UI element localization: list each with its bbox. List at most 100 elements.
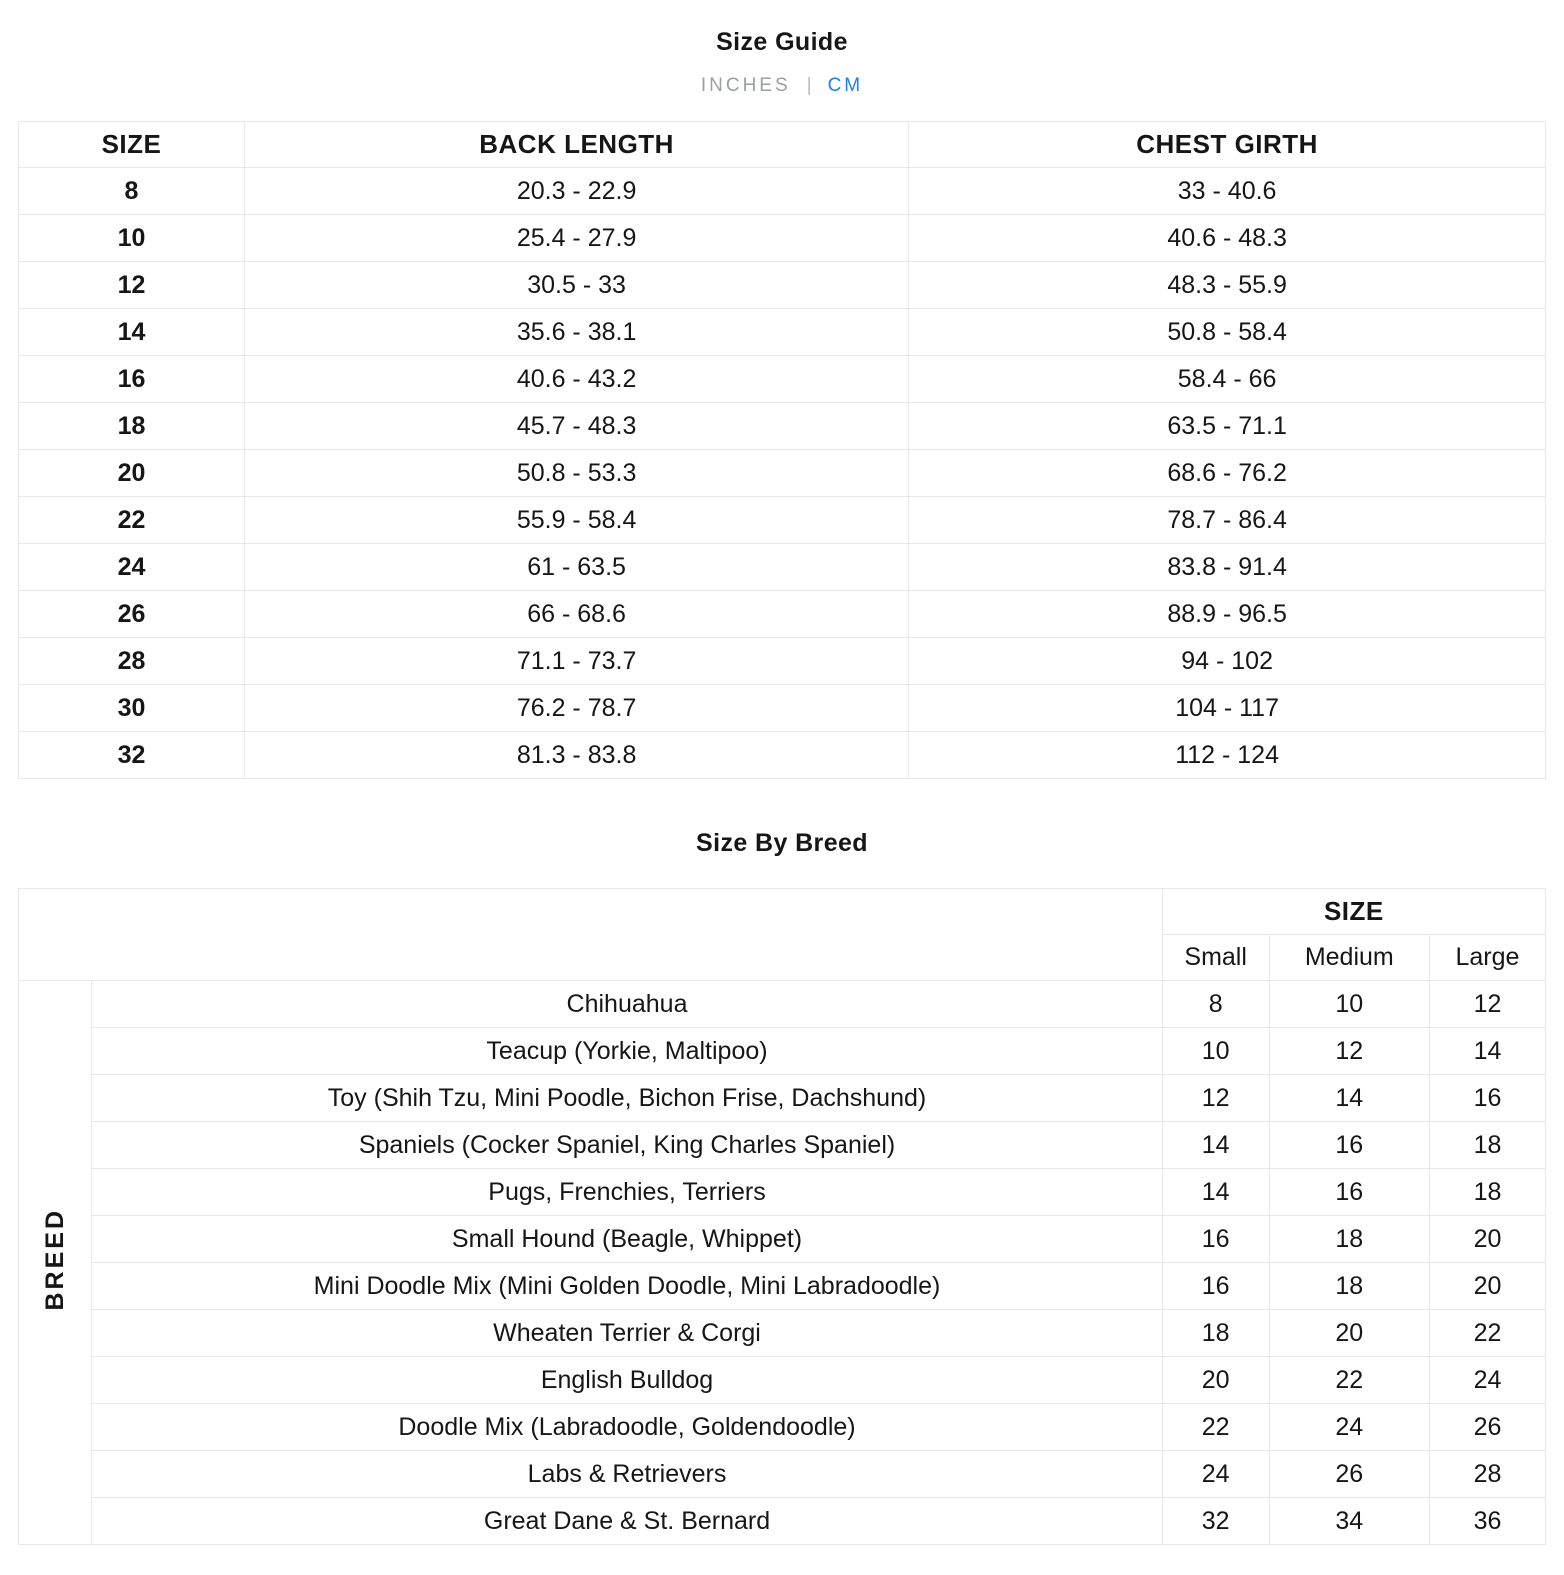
chest-girth-cell: 58.4 - 66 [908, 355, 1546, 403]
breed-large-size-cell: 20 [1428, 1215, 1547, 1263]
breed-small-size-cell: 22 [1161, 1403, 1270, 1451]
chest-girth-cell: 94 - 102 [908, 637, 1546, 685]
breed-medium-size-cell: 16 [1268, 1121, 1430, 1169]
chest-girth-cell: 63.5 - 71.1 [908, 402, 1546, 450]
breed-large-size-cell: 16 [1428, 1074, 1547, 1122]
unit-separator: | [806, 75, 812, 96]
large-column-header: Large [1428, 934, 1547, 981]
breed-row: Great Dane & St. Bernard 32 34 36 [19, 1497, 1547, 1545]
breed-table-subheader-row: Small Medium Large [19, 934, 1547, 981]
breed-name-cell: Pugs, Frenchies, Terriers [91, 1168, 1163, 1216]
breed-medium-size-cell: 10 [1268, 980, 1430, 1028]
chest-girth-cell: 40.6 - 48.3 [908, 214, 1546, 262]
unit-option-inches[interactable]: INCHES [700, 75, 791, 96]
breed-table-size-header-row: SIZE [18, 888, 1547, 981]
chest-girth-cell: 83.8 - 91.4 [908, 543, 1546, 591]
breed-large-size-cell: 22 [1428, 1309, 1547, 1357]
breed-medium-size-cell: 18 [1268, 1215, 1430, 1263]
breed-medium-size-cell: 22 [1268, 1356, 1430, 1404]
size-guide-row: 20 50.8 - 53.3 68.6 - 76.2 [18, 449, 1546, 497]
size-cell: 10 [18, 214, 245, 262]
breed-row: Mini Doodle Mix (Mini Golden Doodle, Min… [19, 1262, 1547, 1310]
breed-large-size-cell: 28 [1428, 1450, 1547, 1498]
breed-name-cell: Teacup (Yorkie, Maltipoo) [91, 1027, 1163, 1075]
back-length-cell: 20.3 - 22.9 [243, 167, 910, 215]
breed-small-size-cell: 10 [1161, 1027, 1270, 1075]
size-cell: 18 [18, 402, 245, 450]
size-guide-row: 10 25.4 - 27.9 40.6 - 48.3 [18, 214, 1546, 262]
breed-medium-size-cell: 34 [1268, 1497, 1430, 1545]
breed-large-size-cell: 20 [1428, 1262, 1547, 1310]
breed-name-cell: Doodle Mix (Labradoodle, Goldendoodle) [91, 1403, 1163, 1451]
breed-section-title: Size By Breed [696, 829, 868, 857]
breed-row: Toy (Shih Tzu, Mini Poodle, Bichon Frise… [19, 1074, 1547, 1122]
size-cell: 14 [18, 308, 245, 356]
back-length-cell: 30.5 - 33 [243, 261, 910, 309]
size-guide-row: 30 76.2 - 78.7 104 - 117 [18, 684, 1546, 732]
chest-girth-cell: 33 - 40.6 [908, 167, 1546, 215]
size-guide-row: 24 61 - 63.5 83.8 - 91.4 [18, 543, 1546, 591]
breed-small-size-cell: 12 [1161, 1074, 1270, 1122]
back-length-cell: 25.4 - 27.9 [243, 214, 910, 262]
breed-small-size-cell: 16 [1161, 1262, 1270, 1310]
breed-axis-label: BREED [17, 980, 93, 1545]
breed-medium-size-cell: 24 [1268, 1403, 1430, 1451]
breed-row: Doodle Mix (Labradoodle, Goldendoodle) 22… [19, 1403, 1547, 1451]
breed-small-size-cell: 18 [1161, 1309, 1270, 1357]
size-cell: 28 [18, 637, 245, 685]
size-group-header: SIZE [1161, 888, 1547, 935]
size-guide-row: 18 45.7 - 48.3 63.5 - 71.1 [18, 402, 1546, 450]
breed-medium-size-cell: 12 [1268, 1027, 1430, 1075]
breed-large-size-cell: 18 [1428, 1121, 1547, 1169]
breed-row: Wheaten Terrier & Corgi 18 20 22 [19, 1309, 1547, 1357]
back-length-cell: 35.6 - 38.1 [243, 308, 910, 356]
breed-small-size-cell: 14 [1161, 1168, 1270, 1216]
breed-large-size-cell: 18 [1428, 1168, 1547, 1216]
size-guide-table: SIZE BACK LENGTH CHEST GIRTH 8 20.3 - 22.… [18, 121, 1546, 779]
breed-medium-size-cell: 18 [1268, 1262, 1430, 1310]
size-cell: 30 [18, 684, 245, 732]
size-by-breed-table: SIZE Small Medium Large BREED Chihuahua 8 1… [17, 888, 1547, 1545]
size-guide-row: 16 40.6 - 43.2 58.4 - 66 [18, 355, 1546, 403]
breed-large-size-cell: 36 [1428, 1497, 1547, 1545]
size-guide-header-row: SIZE BACK LENGTH CHEST GIRTH [18, 121, 1546, 168]
back-length-cell: 76.2 - 78.7 [243, 684, 910, 732]
chest-girth-cell: 78.7 - 86.4 [908, 496, 1546, 544]
breed-row: Teacup (Yorkie, Maltipoo) 10 12 14 [19, 1027, 1547, 1075]
size-cell: 26 [18, 590, 245, 638]
size-cell: 8 [18, 167, 245, 215]
chest-girth-column-header: CHEST GIRTH [908, 121, 1546, 168]
back-length-cell: 55.9 - 58.4 [243, 496, 910, 544]
breed-large-size-cell: 14 [1428, 1027, 1547, 1075]
chest-girth-cell: 68.6 - 76.2 [908, 449, 1546, 497]
back-length-cell: 40.6 - 43.2 [243, 355, 910, 403]
chest-girth-cell: 112 - 124 [908, 731, 1546, 779]
breed-row: BREED Chihuahua 8 10 12 [17, 980, 1547, 1545]
medium-column-header: Medium [1268, 934, 1430, 981]
page-title: Size Guide [716, 28, 848, 56]
size-cell: 12 [18, 261, 245, 309]
breed-name-cell: Great Dane & St. Bernard [91, 1497, 1163, 1545]
breed-name-cell: English Bulldog [91, 1356, 1163, 1404]
back-length-cell: 71.1 - 73.7 [243, 637, 910, 685]
breed-name-cell: Wheaten Terrier & Corgi [91, 1309, 1163, 1357]
back-length-column-header: BACK LENGTH [243, 121, 910, 168]
breed-small-size-cell: 14 [1161, 1121, 1270, 1169]
unit-option-cm[interactable]: CM [827, 75, 864, 96]
chest-girth-cell: 50.8 - 58.4 [908, 308, 1546, 356]
breed-name-cell: Mini Doodle Mix (Mini Golden Doodle, Min… [91, 1262, 1163, 1310]
breed-medium-size-cell: 14 [1268, 1074, 1430, 1122]
breed-large-size-cell: 12 [1428, 980, 1547, 1028]
size-cell: 24 [18, 543, 245, 591]
back-length-cell: 45.7 - 48.3 [243, 402, 910, 450]
breed-small-size-cell: 8 [1161, 980, 1270, 1028]
breed-table-corner-cell [18, 888, 1163, 981]
size-guide-row: 32 81.3 - 83.8 112 - 124 [18, 731, 1546, 779]
size-guide-row: 22 55.9 - 58.4 78.7 - 86.4 [18, 496, 1546, 544]
size-guide-row: 8 20.3 - 22.9 33 - 40.6 [18, 167, 1546, 215]
breed-row: English Bulldog 20 22 24 [19, 1356, 1547, 1404]
size-cell: 16 [18, 355, 245, 403]
breed-small-size-cell: 24 [1161, 1450, 1270, 1498]
breed-name-cell: Labs & Retrievers [91, 1450, 1163, 1498]
size-guide-row: 28 71.1 - 73.7 94 - 102 [18, 637, 1546, 685]
